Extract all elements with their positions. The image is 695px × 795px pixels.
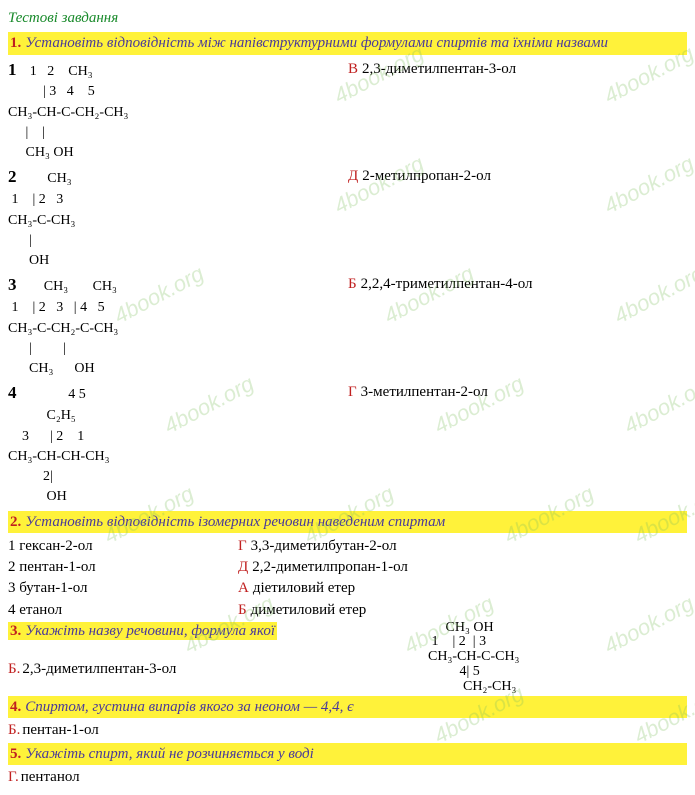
q5-text: Укажіть спирт, який не розчиняється у во…	[25, 746, 314, 762]
q2-left-3: 3 бутан-1-ол	[8, 578, 238, 598]
q2-left-4: 4 етанол	[8, 600, 238, 620]
q2-left-2: 2 пентан-1-ол	[8, 557, 238, 577]
q5-num: 5.	[10, 746, 21, 762]
q3-text: Укажіть назву речовини, формула якої	[25, 623, 275, 639]
q2-left-1: 1 гексан-2-ол	[8, 536, 238, 556]
q1-idx-1: 1	[8, 60, 17, 79]
q3-answer-letter: Б.	[8, 661, 20, 677]
q5-answer-text: пентанол	[21, 769, 80, 785]
q3-answer-text: 2,3-диметилпентан-3-ол	[22, 661, 176, 677]
q1-opt-letter-3: Б	[348, 276, 357, 292]
q2-right-4: Бдиметиловий етер	[238, 600, 687, 620]
q2-task: 2.Установіть відповідність ізомерних реч…	[8, 511, 687, 533]
q1-opt-letter-4: Г	[348, 384, 357, 400]
q1-opt-text-4: 3-метилпентан-2-ол	[361, 384, 488, 400]
q1-num: 1.	[10, 35, 21, 51]
q1-opt-text-2: 2-метилпропан-2-ол	[362, 168, 491, 184]
q1-formula-4: 4 5 C₂H₅ 3 | 2 1 CH₃-CH-CH-CH₃ 2| OH	[8, 387, 110, 504]
q1-idx-4: 4	[8, 383, 17, 402]
q2-right-3: Адіетиловий етер	[238, 578, 687, 598]
q4-answer-letter: Б.	[8, 722, 20, 738]
q2-text: Установіть відповідність ізомерних речов…	[25, 514, 445, 530]
q1-text: Установіть відповідність між напівструкт…	[25, 35, 608, 51]
q2-columns: 1 гексан-2-ол 2 пентан-1-ол 3 бутан-1-ол…	[8, 535, 687, 621]
q1-pair-3: 3 CH₃ CH₃ 1 | 2 3 | 4 5 CH₃-C-CH₂-C-CH₃ …	[8, 274, 687, 378]
q4-task: 4.Спиртом, густина випарів якого за неон…	[8, 696, 687, 718]
q5-task: 5.Укажіть спирт, який не розчиняється у …	[8, 743, 687, 765]
q1-pairs: 1 1 2 CH₃ | 3 4 5 CH₃-CH-C-CH₂-CH₃ | | C…	[8, 59, 687, 507]
q1-formula-1: 1 2 CH₃ | 3 4 5 CH₃-CH-C-CH₂-CH₃ | | CH₃…	[8, 64, 128, 161]
q4-answer: Б.пентан-1-ол	[8, 720, 687, 740]
q2-right-2: Д2,2-диметилпропан-1-ол	[238, 557, 687, 577]
q1-idx-3: 3	[8, 275, 17, 294]
q1-formula-2: CH₃ 1 | 2 3 CH₃-C-CH₃ | OH	[8, 171, 75, 268]
q1-opt-text-1: 2,3-диметилпентан-3-ол	[362, 61, 516, 77]
q4-num: 4.	[10, 699, 21, 715]
q1-idx-2: 2	[8, 167, 17, 186]
q2-left-col: 1 гексан-2-ол 2 пентан-1-ол 3 бутан-1-ол…	[8, 535, 238, 621]
q5-answer: Г.пентанол	[8, 767, 687, 787]
q3-formula: CH₃ OH 1 | 2 | 3 CH₃-CH-C-CH₃ 4| 5 CH₂-C…	[428, 621, 687, 694]
q1-pair-4: 4 4 5 C₂H₅ 3 | 2 1 CH₃-CH-CH-CH₃ 2| OH Г…	[8, 382, 687, 506]
q4-text: Спиртом, густина випарів якого за неоном…	[25, 699, 353, 715]
q2-right-1: Г3,3-диметилбутан-2-ол	[238, 536, 687, 556]
q1-opt-letter-1: В	[348, 61, 358, 77]
q1-opt-text-3: 2,2,4-триметилпентан-4-ол	[361, 276, 533, 292]
q5-answer-letter: Г.	[8, 769, 19, 785]
q1-task: 1.Установіть відповідність між напівстру…	[8, 32, 687, 54]
q3-answer: Б.2,3-диметилпентан-3-ол	[8, 659, 428, 679]
q2-num: 2.	[10, 514, 21, 530]
q1-opt-letter-2: Д	[348, 168, 358, 184]
page-heading: Тестові завдання	[8, 8, 687, 28]
q1-formula-3: CH₃ CH₃ 1 | 2 3 | 4 5 CH₃-C-CH₂-C-CH₃ | …	[8, 279, 118, 376]
q1-pair-2: 2 CH₃ 1 | 2 3 CH₃-C-CH₃ | OH Д2-метилпро…	[8, 166, 687, 270]
q1-pair-1: 1 1 2 CH₃ | 3 4 5 CH₃-CH-C-CH₂-CH₃ | | C…	[8, 59, 687, 163]
q3-num: 3.	[10, 623, 21, 639]
q3-task: 3.Укажіть назву речовини, формула якої	[8, 622, 277, 640]
q4-answer-text: пентан-1-ол	[22, 722, 98, 738]
q2-right-col: Г3,3-диметилбутан-2-ол Д2,2-диметилпропа…	[238, 535, 687, 621]
